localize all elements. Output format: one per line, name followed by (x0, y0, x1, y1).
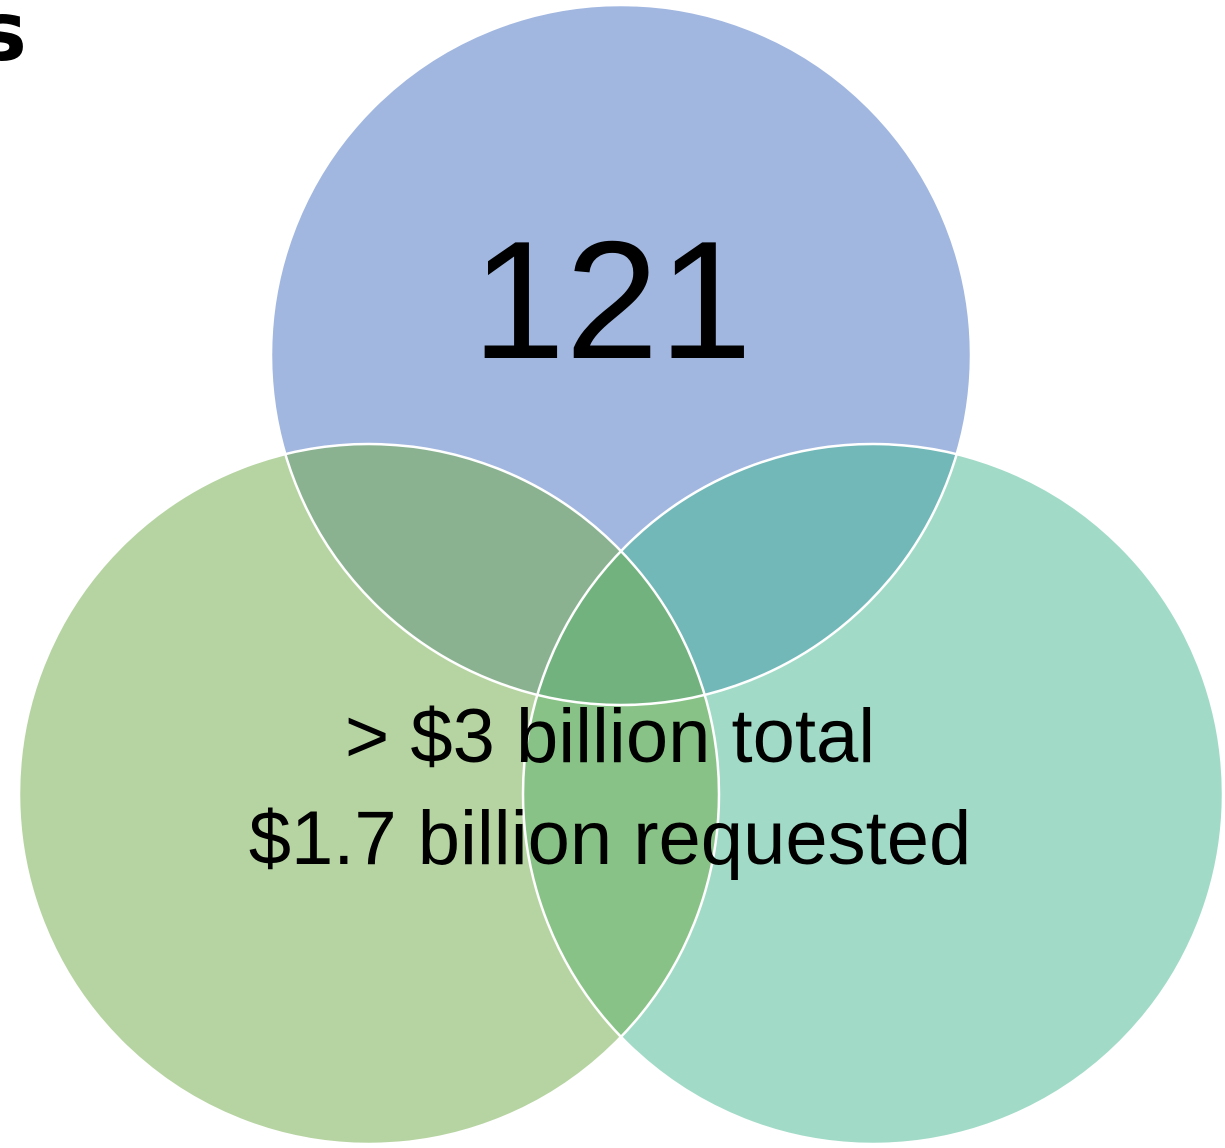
outline-top (269, 3, 973, 707)
outline-bottom-left (17, 442, 721, 1146)
center-label-line-1: > $3 billion total (345, 694, 875, 779)
overlap-top-left (271, 444, 719, 705)
overlap-top-right (523, 444, 971, 705)
heading-fragment: s (0, 0, 27, 80)
center-label-line-2: $1.7 billion requested (249, 796, 972, 881)
top-circle-label: 121 (472, 206, 752, 394)
outline-bottom-right (521, 442, 1225, 1146)
